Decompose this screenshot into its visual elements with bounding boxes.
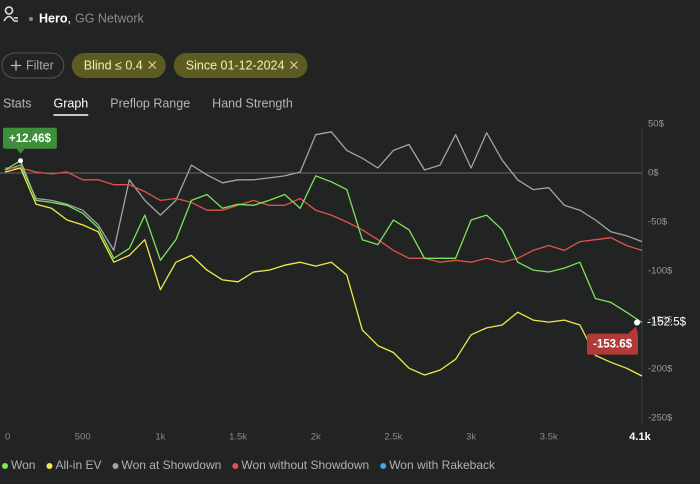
network-name: GG Network xyxy=(75,11,145,25)
x-tick-label: 3.5k xyxy=(540,432,558,443)
annotation: -153.6$ xyxy=(586,326,638,355)
x-tick-label: 1k xyxy=(155,432,165,443)
filter-chip[interactable]: Filter xyxy=(1,52,65,79)
tab[interactable]: Hand Strength xyxy=(212,96,293,110)
filter-chip[interactable]: Blind ≤ 0.4 xyxy=(71,53,166,78)
annotation-label: -153.6$ xyxy=(593,339,633,351)
annotation-pointer xyxy=(16,148,25,154)
annotation-label: +12.46$ xyxy=(9,133,51,145)
close-icon[interactable] xyxy=(148,61,157,69)
legend-label: Won at Showdown xyxy=(121,458,221,472)
y-tick-label: -100$ xyxy=(648,266,673,277)
y-tick-label: 0$ xyxy=(648,167,659,178)
x-tick-label: 3k xyxy=(466,432,476,443)
user-icon xyxy=(3,6,18,22)
tab[interactable]: Preflop Range xyxy=(110,96,190,110)
x-tick-label: 4.1k xyxy=(629,431,651,443)
series-line xyxy=(4,131,643,252)
chip-label: Since 01-12-2024 xyxy=(186,58,285,72)
chip-bg xyxy=(71,53,166,78)
filter-chip[interactable]: Since 01-12-2024 xyxy=(173,53,308,78)
x-tick-label: 1.5k xyxy=(229,432,247,443)
legend-item[interactable]: Won xyxy=(2,458,35,472)
x-tick-label: 2.5k xyxy=(384,432,402,443)
y-tick-label: -200$ xyxy=(648,364,673,375)
chip-label: Filter xyxy=(26,58,54,72)
x-tick-label: 500 xyxy=(75,432,91,443)
legend-swatch xyxy=(46,463,53,469)
series-line xyxy=(4,160,643,324)
legend-item[interactable]: All-in EV xyxy=(46,458,101,472)
legend-item[interactable]: Won at Showdown xyxy=(112,458,221,472)
legend-swatch xyxy=(2,463,8,469)
annotation-box xyxy=(3,127,57,149)
legend-label: Won xyxy=(11,458,35,472)
annotation-box xyxy=(586,333,638,355)
y-tick-label: -150$ xyxy=(648,315,673,326)
legend-item[interactable]: Won without Showdown xyxy=(232,458,369,472)
chip-label: Blind ≤ 0.4 xyxy=(84,58,143,72)
y-tick-label: -250$ xyxy=(648,413,673,424)
user-name: Hero xyxy=(39,11,68,25)
legend-item[interactable]: Won with Rakeback xyxy=(380,458,496,472)
status-dot xyxy=(29,17,33,21)
annotation: +12.46$ xyxy=(3,127,57,164)
plus-icon xyxy=(11,60,21,71)
annotation-dot xyxy=(634,319,640,326)
series-line xyxy=(4,167,643,377)
tab[interactable]: Stats xyxy=(3,96,32,110)
separator: , xyxy=(67,11,70,25)
annotation: -152.5$ xyxy=(634,317,687,329)
y-tick-label: -50$ xyxy=(648,217,668,228)
annotation-pointer xyxy=(628,326,638,334)
y-tick-label: 50$ xyxy=(648,118,665,129)
chip-bg xyxy=(1,52,65,79)
legend-swatch xyxy=(232,463,239,469)
legend-label: Won with Rakeback xyxy=(389,458,496,472)
chip-bg xyxy=(173,53,308,78)
legend-swatch xyxy=(112,463,119,469)
annotation-label: -152.5$ xyxy=(647,317,687,329)
series-line xyxy=(5,167,643,263)
close-icon[interactable] xyxy=(290,61,298,69)
annotation-dot xyxy=(18,158,24,164)
legend-swatch xyxy=(380,463,387,469)
x-tick-label: 0 xyxy=(5,432,10,443)
x-tick-label: 2k xyxy=(311,432,321,443)
legend-label: All-in EV xyxy=(55,458,101,472)
tab[interactable]: Graph xyxy=(54,96,89,110)
legend-label: Won without Showdown xyxy=(241,458,369,472)
